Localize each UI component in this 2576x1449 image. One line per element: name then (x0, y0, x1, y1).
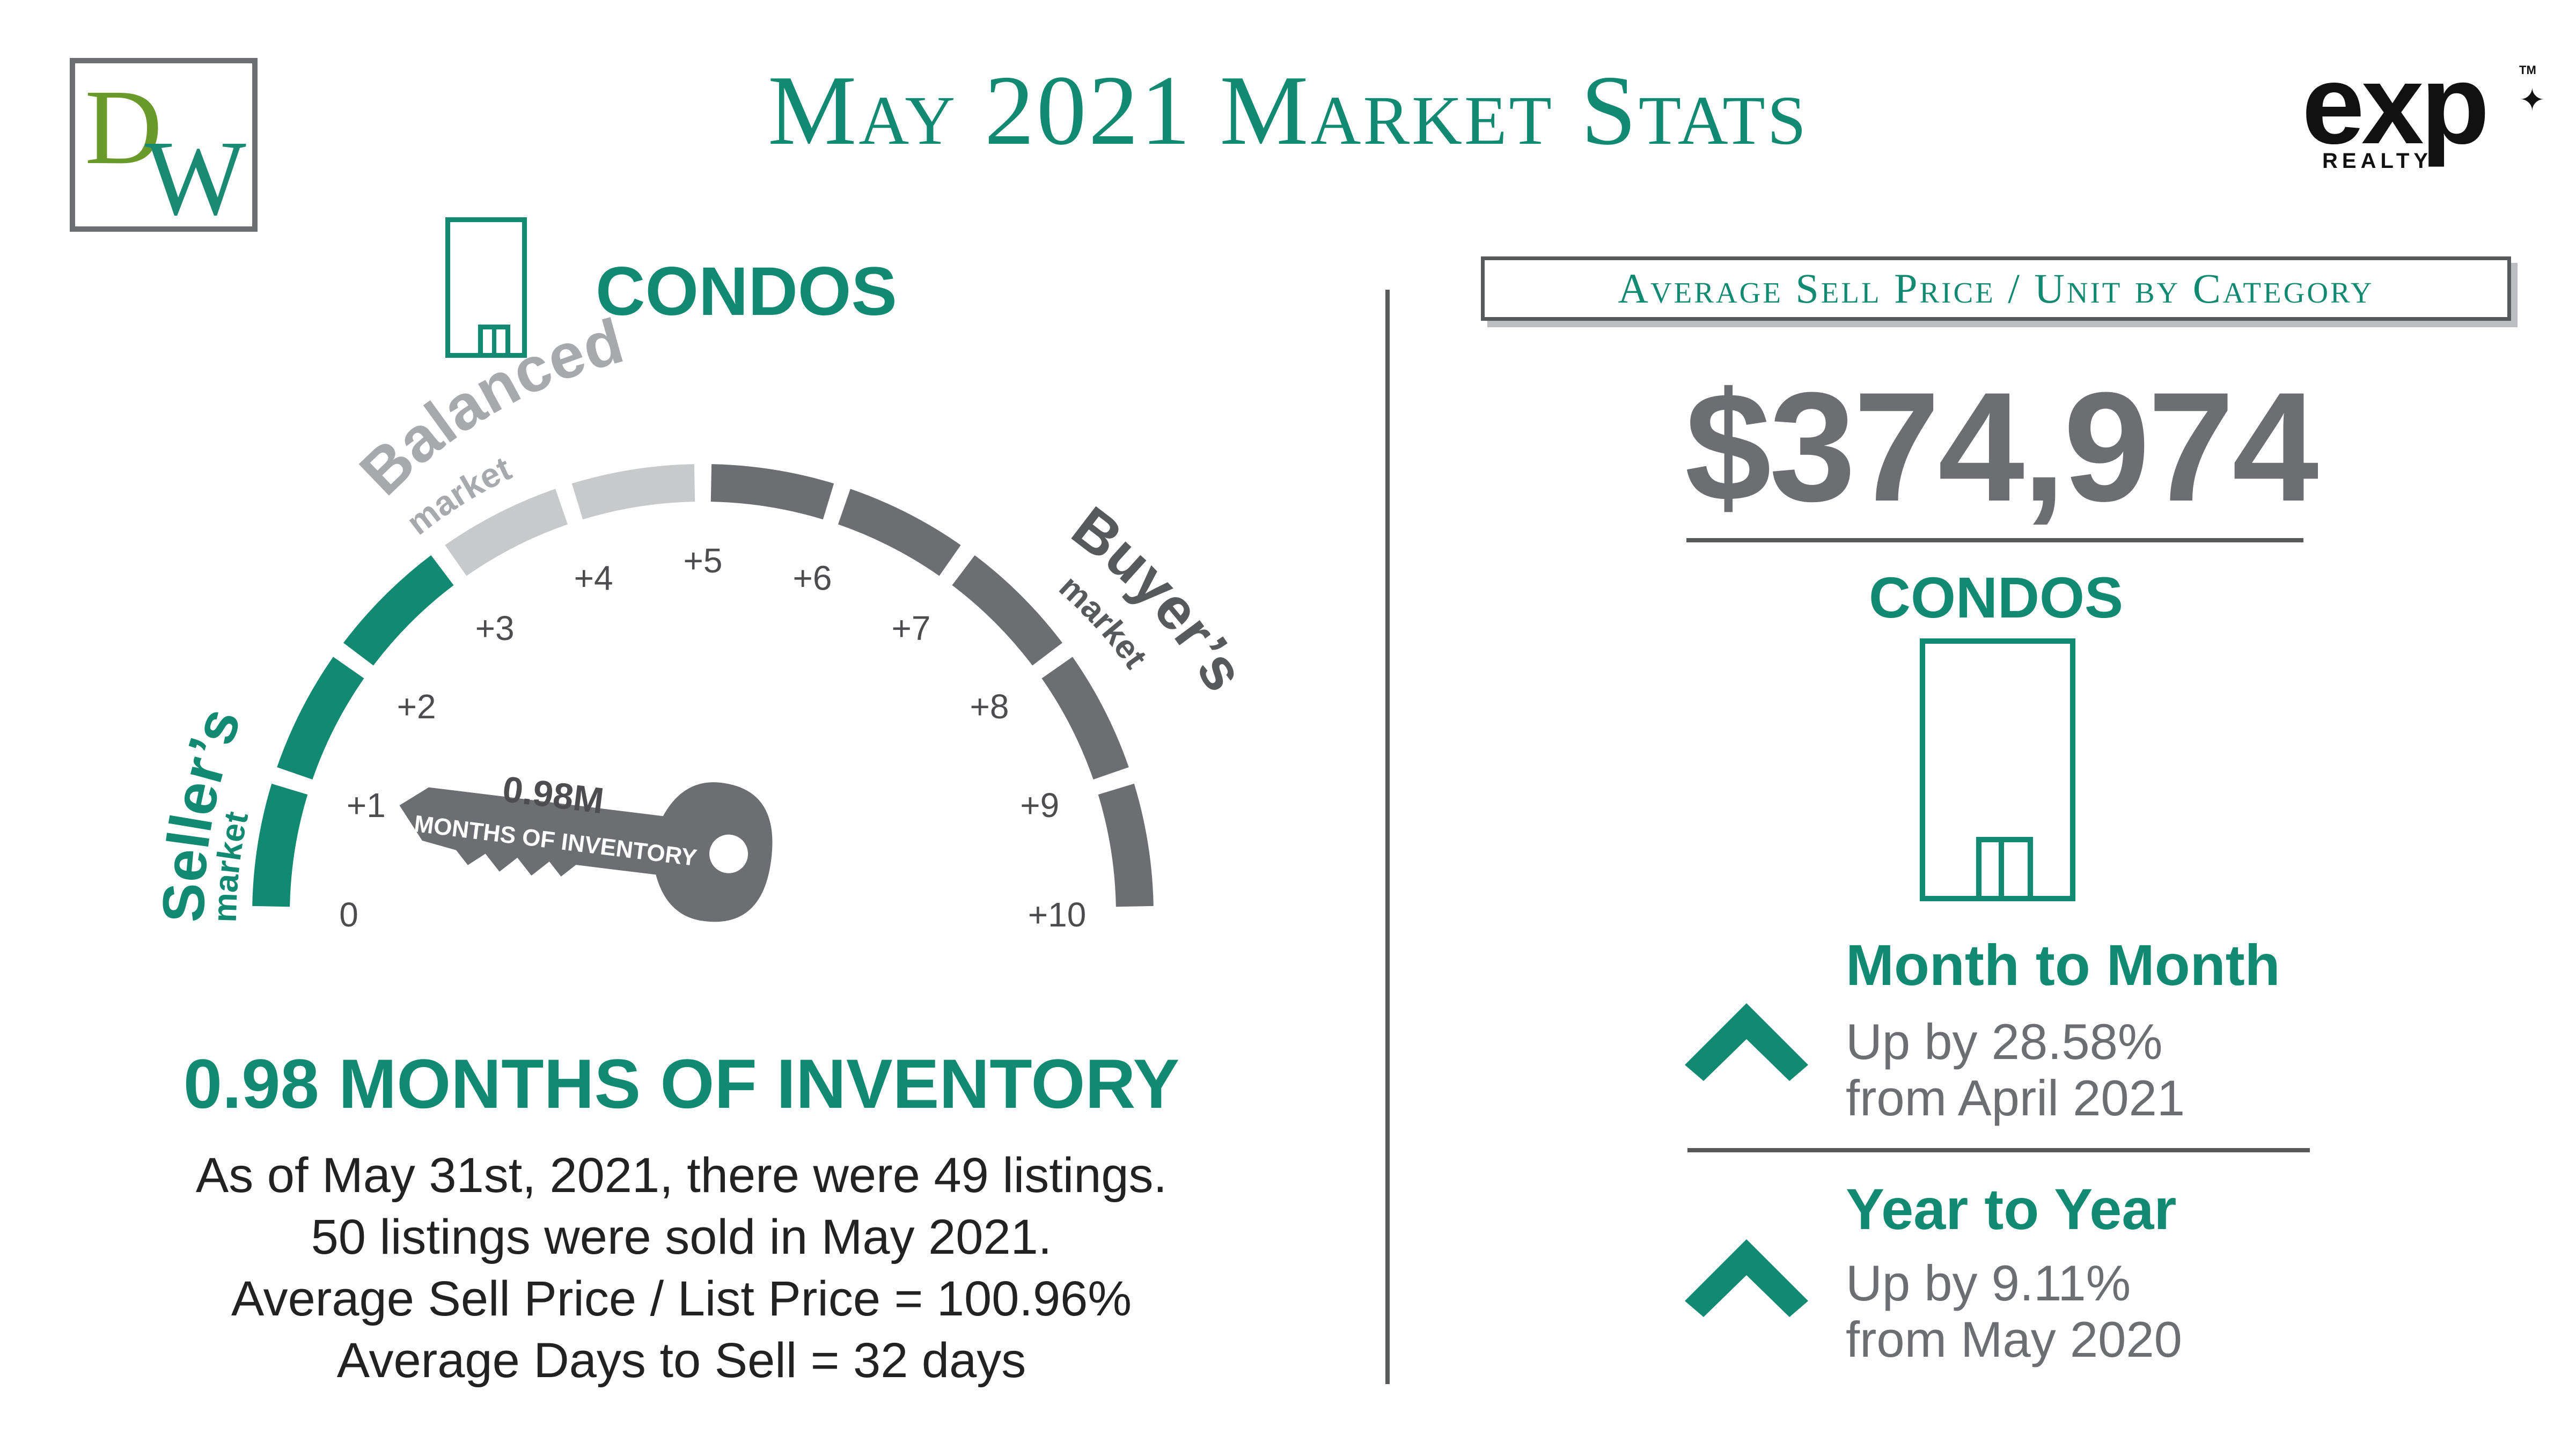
gauge-segment (277, 657, 364, 780)
logo-d: D (85, 68, 163, 187)
key-icon (399, 782, 773, 922)
price-divider (1686, 538, 2303, 542)
exp-logo-realty: REALTY (2322, 149, 2433, 173)
up-chevron-icon (1685, 1239, 1808, 1317)
price-category: CONDOS (1868, 565, 2124, 630)
gauge-tick-label: +9 (1020, 786, 1059, 825)
gauge-category: CONDOS (596, 253, 897, 330)
gauge-ticks: 0 +1 +2 +3 +4 +5 +6 +7 +8 +9 +10 (339, 541, 1086, 934)
gauge-tick-label: +8 (970, 687, 1009, 726)
gauge-segment (1041, 657, 1129, 780)
month-to-month-line-2: from April 2021 (1846, 1070, 2185, 1126)
exp-realty-logo: exp REALTY TM ✦ (2302, 48, 2554, 182)
gauge-segment (343, 555, 454, 666)
inventory-line-4: Average Days to Sell = 32 days (336, 1333, 1026, 1388)
gauge-tick-label: +10 (1028, 895, 1087, 934)
gauge-segment (571, 464, 695, 520)
inventory-line-3: Average Sell Price / List Price = 100.96… (231, 1271, 1132, 1326)
stats-divider (1687, 1148, 2310, 1152)
page-title: May 2021 Market Stats (767, 55, 1808, 166)
gauge-segment (445, 489, 568, 576)
condo-building-large-icon (1920, 638, 2075, 901)
year-to-year-heading: Year to Year (1846, 1176, 2177, 1241)
average-price: $374,974 (1685, 360, 2319, 534)
gauge-tick-label: 0 (339, 895, 358, 934)
inventory-heading: 0.98 MONTHS OF INVENTORY (183, 1045, 1180, 1123)
gauge-segment (838, 489, 961, 576)
gauge-tick-label: +7 (891, 609, 930, 648)
year-to-year-line-1: Up by 9.11% (1846, 1255, 2131, 1311)
category-title-box: Average Sell Price / Unit by Category (1481, 256, 2511, 321)
gauge-tick-label: +3 (475, 609, 515, 648)
gauge-segments (252, 464, 1154, 907)
exp-logo-word: exp (2302, 41, 2490, 167)
dw-logo: D W (70, 58, 258, 232)
up-chevron-icon (1685, 1003, 1808, 1081)
gauge-tick-label: +2 (397, 687, 436, 726)
logo-w: W (145, 119, 246, 238)
gauge-segment (710, 464, 834, 520)
inventory-line-1: As of May 31st, 2021, there were 49 list… (195, 1148, 1168, 1203)
vertical-divider (1385, 290, 1390, 1384)
year-to-year-line-2: from May 2020 (1846, 1311, 2182, 1367)
condo-building-icon (445, 217, 527, 358)
gauge-tick-label: +5 (684, 541, 723, 580)
gauge-segment (1098, 783, 1154, 907)
month-to-month-line-1: Up by 28.58% (1846, 1013, 2163, 1070)
gauge-tick-label: +1 (347, 786, 386, 825)
gauge-segment (252, 783, 308, 907)
gauge-tick-label: +4 (574, 558, 613, 597)
exp-logo-tm: TM (2519, 63, 2536, 77)
month-to-month-heading: Month to Month (1846, 932, 2280, 997)
gauge-tick-label: +6 (792, 558, 832, 597)
maple-leaf-icon: ✦ (2519, 83, 2545, 117)
inventory-line-2: 50 listings were sold in May 2021. (311, 1210, 1052, 1264)
gauge-segment (952, 555, 1062, 666)
category-title: Average Sell Price / Unit by Category (1618, 265, 2374, 312)
